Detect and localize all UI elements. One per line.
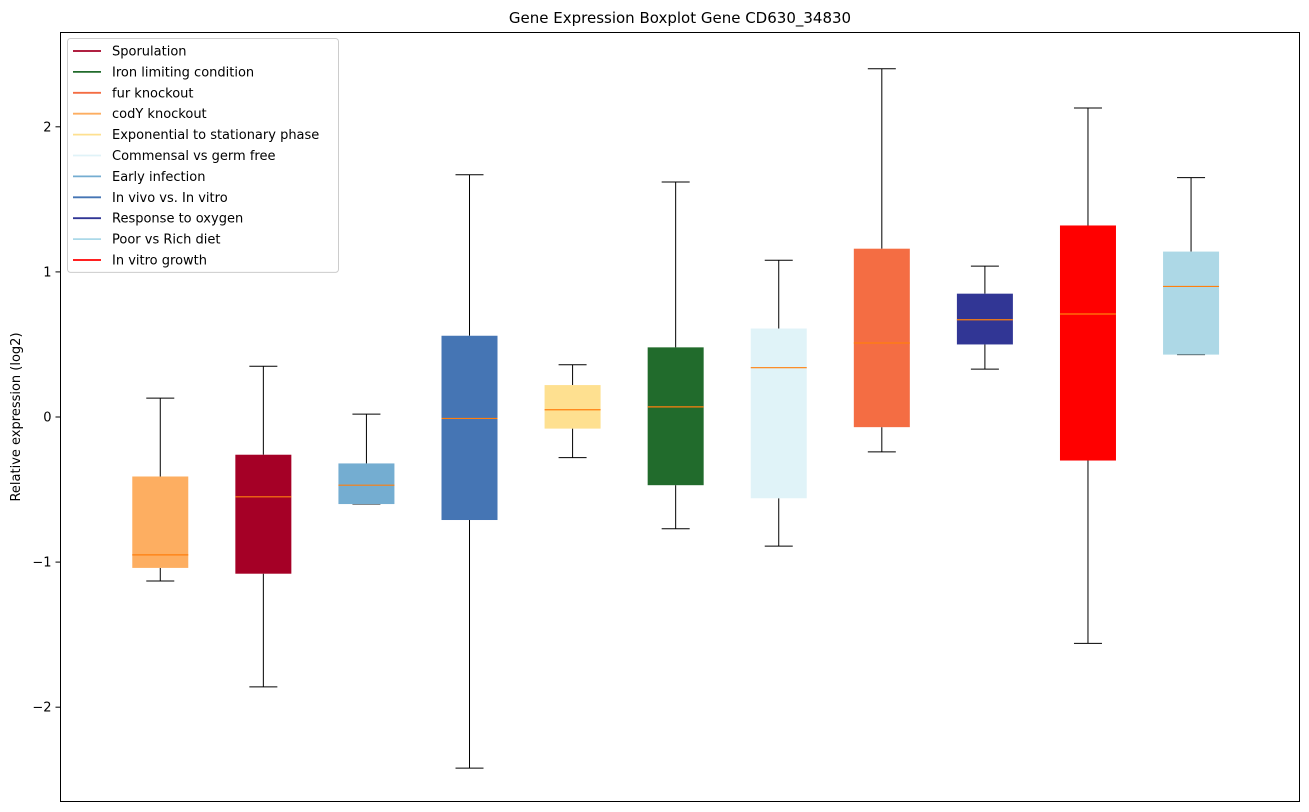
box-body: [956, 293, 1013, 345]
box-body: [441, 335, 498, 521]
box-4: [441, 174, 498, 769]
box-9: [956, 265, 1013, 370]
y-axis: −2 −1 0 1 2: [32, 120, 61, 716]
legend-label: fur knockout: [112, 86, 194, 101]
legend-item: Exponential to stationary phase: [73, 128, 319, 143]
box-11: [1163, 177, 1220, 356]
box-2: [235, 365, 292, 688]
box-10: [1059, 107, 1116, 644]
box-5: [544, 364, 601, 459]
box-body: [235, 454, 292, 574]
y-tick-label: 1: [43, 265, 51, 280]
box-body: [544, 385, 601, 429]
box-body: [1163, 251, 1220, 355]
y-axis-label: Relative expression (log2): [9, 332, 24, 501]
y-tick-label: 0: [43, 411, 51, 426]
legend-label: Iron limiting condition: [112, 65, 254, 80]
legend-item: fur knockout: [73, 86, 194, 101]
box-body: [853, 248, 910, 428]
box-body: [132, 476, 189, 568]
legend-label: Commensal vs germ free: [112, 149, 275, 164]
box-6: [647, 181, 704, 530]
legend-frame: [67, 38, 339, 273]
box-body: [1059, 225, 1116, 461]
box-3: [338, 413, 395, 505]
legend-label: Sporulation: [112, 45, 187, 60]
legend-label: Early infection: [112, 170, 205, 185]
legend-item: Poor vs Rich diet: [73, 233, 220, 248]
legend-item: Response to oxygen: [73, 212, 243, 227]
legend-item: codY knockout: [73, 107, 207, 122]
box-7: [750, 259, 807, 547]
legend-label: Exponential to stationary phase: [112, 128, 319, 143]
chart-title: Gene Expression Boxplot Gene CD630_34830: [509, 9, 851, 28]
box-body: [647, 347, 704, 486]
y-tick-label: 2: [43, 120, 51, 135]
y-tick-label: −1: [32, 556, 51, 571]
legend-label: In vivo vs. In vitro: [112, 191, 228, 206]
legend-item: Early infection: [73, 170, 205, 185]
legend-item: Sporulation: [73, 45, 187, 60]
legend: Sporulation Iron limiting condition fur kn…: [67, 38, 339, 273]
legend-item: In vivo vs. In vitro: [73, 191, 228, 206]
box-1: [132, 397, 189, 582]
legend-label: Response to oxygen: [112, 212, 243, 227]
legend-label: Poor vs Rich diet: [112, 233, 220, 248]
legend-item: In vitro growth: [73, 254, 207, 269]
box-body: [750, 328, 807, 499]
legend-item: Iron limiting condition: [73, 65, 254, 80]
box-8: [853, 68, 910, 453]
legend-label: In vitro growth: [112, 254, 207, 269]
legend-label: codY knockout: [112, 107, 207, 122]
y-tick-label: −2: [32, 701, 51, 716]
legend-item: Commensal vs germ free: [73, 149, 275, 164]
box-body: [338, 463, 395, 505]
box-series: [132, 68, 1220, 769]
